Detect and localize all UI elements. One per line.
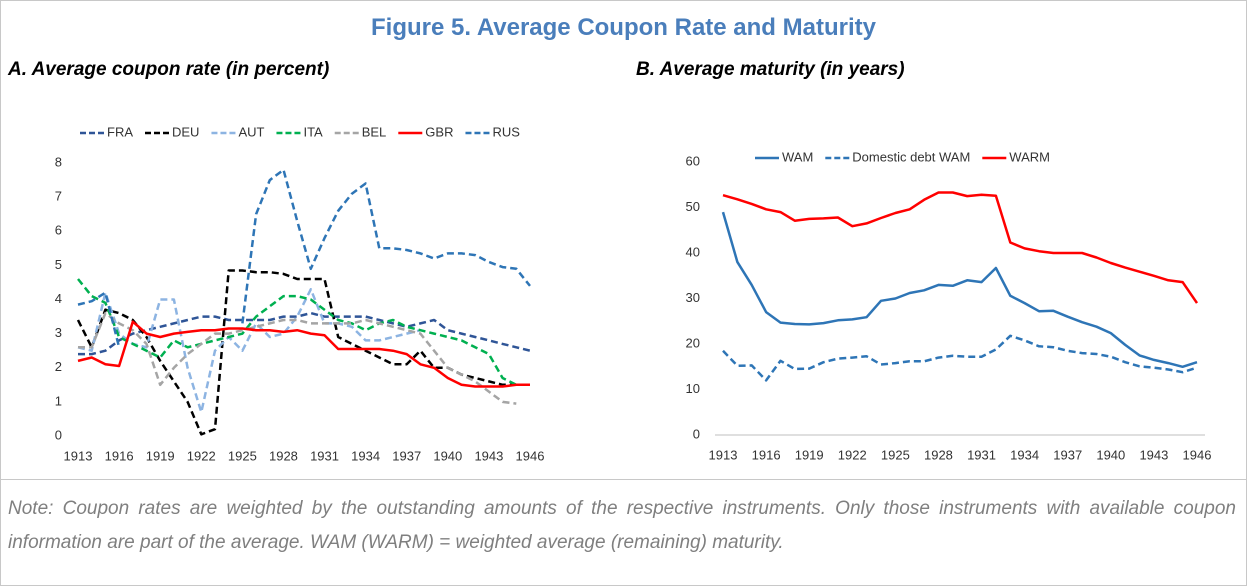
y-tick-label: 5 (55, 257, 62, 272)
series-line (77, 288, 421, 414)
series-line (721, 211, 1198, 369)
y-tick-label: 40 (686, 244, 700, 259)
y-tick-label: 10 (686, 381, 700, 396)
separator (0, 479, 1247, 480)
legend-label: Domestic debt WAM (852, 149, 970, 164)
note: Note: Coupon rates are weighted by the o… (8, 498, 1236, 553)
legend-label: AUT (238, 124, 264, 139)
y-tick-label: 3 (55, 325, 62, 340)
y-tick-label: 0 (55, 427, 62, 442)
legend-label: GBR (425, 124, 453, 139)
x-tick-label: 1922 (187, 448, 216, 463)
series-line (76, 269, 517, 436)
series-line (78, 311, 531, 356)
x-tick-label: 1925 (881, 447, 910, 462)
legend-label: WARM (1009, 149, 1050, 164)
x-tick-label: 1940 (1096, 447, 1125, 462)
y-tick-label: 20 (686, 335, 700, 350)
x-tick-label: 1928 (924, 447, 953, 462)
x-tick-label: 1916 (105, 448, 134, 463)
y-tick-label: 30 (686, 290, 700, 305)
series-line (77, 168, 531, 348)
x-tick-label: 1931 (967, 447, 996, 462)
x-tick-label: 1934 (1010, 447, 1039, 462)
legend-label: WAM (782, 149, 813, 164)
y-tick-label: 4 (55, 291, 62, 306)
x-tick-label: 1946 (516, 448, 545, 463)
x-tick-label: 1922 (838, 447, 867, 462)
x-tick-label: 1913 (64, 448, 93, 463)
y-tick-label: 8 (55, 154, 62, 169)
panel-title: A. Average coupon rate (in percent) (7, 59, 329, 80)
x-tick-label: 1943 (474, 448, 503, 463)
x-tick-label: 1934 (351, 448, 380, 463)
legend-label: ITA (303, 124, 323, 139)
x-tick-label: 1946 (1183, 447, 1212, 462)
legend-label: BEL (362, 124, 387, 139)
x-tick-label: 1937 (392, 448, 421, 463)
y-tick-label: 6 (55, 223, 62, 238)
y-tick-label: 7 (55, 189, 62, 204)
series-line (722, 191, 1199, 304)
x-tick-label: 1919 (795, 447, 824, 462)
series-line (77, 278, 530, 387)
x-tick-label: 1931 (310, 448, 339, 463)
legend-label: RUS (492, 124, 520, 139)
legend-label: DEU (172, 124, 199, 139)
x-tick-label: 1943 (1139, 447, 1168, 462)
panel-title: B. Average maturity (in years) (636, 59, 905, 80)
x-tick-label: 1925 (228, 448, 257, 463)
y-tick-label: 1 (55, 393, 62, 408)
legend-label: FRA (107, 124, 133, 139)
x-tick-label: 1940 (433, 448, 462, 463)
x-tick-label: 1913 (709, 447, 738, 462)
y-tick-label: 2 (55, 359, 62, 374)
series-line (722, 334, 1198, 382)
y-tick-label: 0 (693, 426, 700, 441)
figure-title: Figure 5. Average Coupon Rate and Maturi… (371, 14, 876, 41)
y-tick-label: 50 (686, 199, 700, 214)
y-tick-label: 60 (686, 153, 700, 168)
x-tick-label: 1928 (269, 448, 298, 463)
x-tick-label: 1937 (1053, 447, 1082, 462)
series-line (78, 311, 517, 405)
x-tick-label: 1919 (146, 448, 175, 463)
x-tick-label: 1916 (752, 447, 781, 462)
series-line (77, 320, 530, 388)
